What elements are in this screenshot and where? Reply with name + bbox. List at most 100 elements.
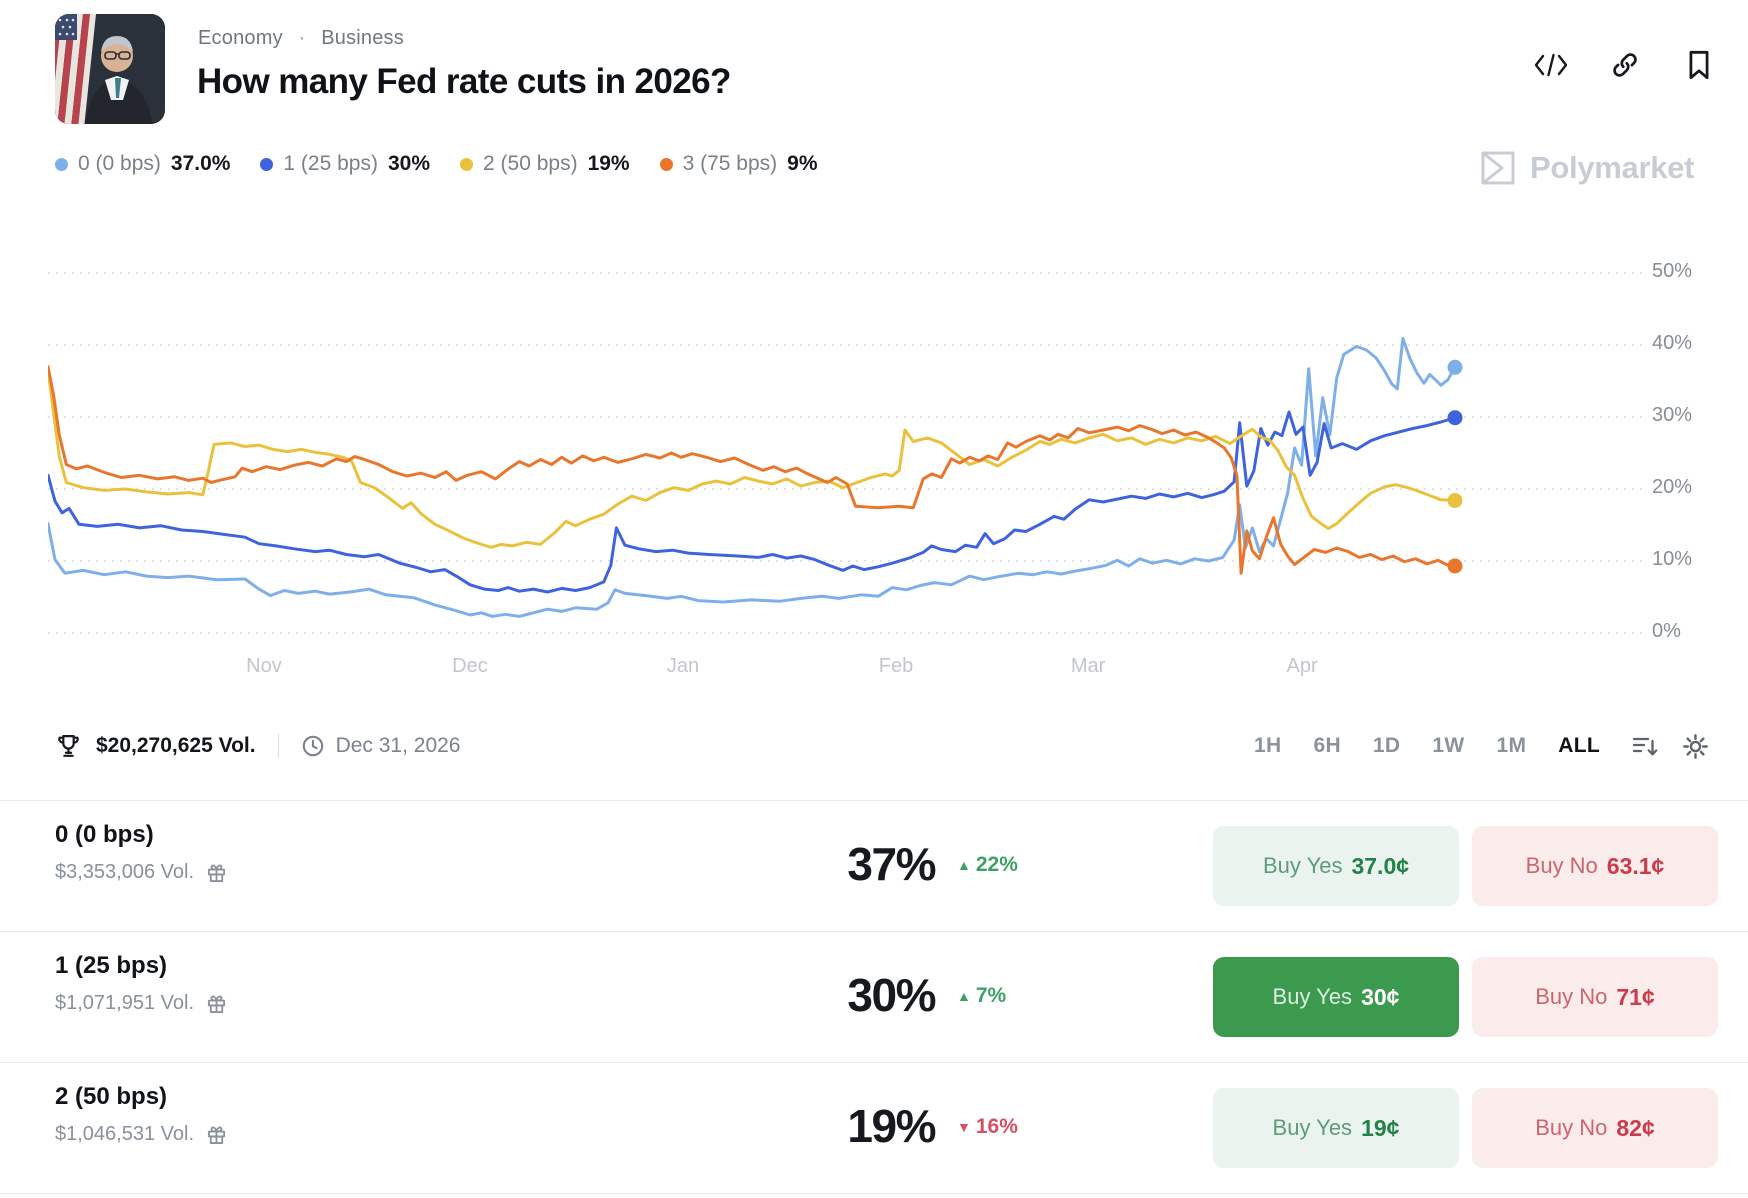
- buy-no-button[interactable]: Buy No 63.1¢: [1472, 826, 1718, 906]
- legend-item-75bps[interactable]: 3 (75 bps) 9%: [659, 152, 818, 176]
- legend-item-0bps[interactable]: 0 (0 bps) 37.0%: [55, 152, 230, 176]
- legend-value: 30%: [387, 152, 431, 175]
- polymarket-watermark: Polymarket: [1478, 148, 1694, 188]
- polymarket-watermark-text: Polymarket: [1530, 150, 1695, 185]
- buy-no-price: 82¢: [1616, 1114, 1655, 1141]
- buy-no-price: 63.1¢: [1606, 852, 1665, 879]
- price-chart[interactable]: [46, 218, 1712, 648]
- outcome-chance: 19%: [847, 1100, 936, 1152]
- page-title: How many Fed rate cuts in 2026?: [197, 62, 731, 101]
- legend-label: 3 (75 bps): [682, 152, 778, 175]
- embed-code-icon[interactable]: [1534, 48, 1568, 82]
- legend-label: 2 (50 bps): [483, 152, 578, 175]
- bookmark-icon[interactable]: [1682, 48, 1716, 82]
- buy-yes-label: Buy Yes: [1262, 853, 1343, 878]
- market-avatar: [55, 14, 165, 124]
- x-axis-label: Jan: [666, 655, 700, 677]
- outcome-chance: 30%: [847, 969, 936, 1021]
- outcome-row-50bps: 2 (50 bps) $1,046,531 Vol. 19% ▼ 16% Buy…: [0, 1062, 1748, 1194]
- outcome-chance: 37%: [847, 838, 936, 890]
- buy-yes-label: Buy Yes: [1272, 984, 1353, 1009]
- outcome-volume: $3,353,006 Vol.: [55, 861, 227, 884]
- range-button-all[interactable]: ALL: [1558, 734, 1600, 757]
- legend-value: 9%: [787, 152, 818, 175]
- legend-dot-50bps-icon: [460, 157, 474, 171]
- legend-label: 1 (25 bps): [283, 152, 378, 175]
- buy-no-label: Buy No: [1535, 1115, 1608, 1140]
- chart-toolbar: 1H 6H 1D 1W 1M ALL: [1242, 722, 1712, 770]
- outcomes-table: 0 (0 bps) $3,353,006 Vol. 37% ▲ 22% Buy …: [0, 800, 1748, 1194]
- buy-yes-button[interactable]: Buy Yes 19¢: [1213, 1088, 1459, 1168]
- range-button-6h[interactable]: 6H: [1313, 734, 1341, 757]
- legend-item-50bps[interactable]: 2 (50 bps) 19%: [460, 152, 630, 176]
- gift-rewards-icon[interactable]: [206, 1124, 227, 1145]
- delta-arrow-icon: ▲: [957, 857, 971, 873]
- legend-value: 37.0%: [170, 152, 231, 175]
- market-stats: $20,270,625 Vol. Dec 31, 2026: [55, 722, 461, 770]
- buy-yes-button[interactable]: Buy Yes 30¢: [1213, 957, 1459, 1037]
- buy-yes-price: 37.0¢: [1351, 852, 1410, 879]
- polymarket-logo-icon: [1481, 151, 1515, 185]
- x-axis-label: Feb: [878, 655, 914, 677]
- chance-delta: ▲ 7%: [957, 984, 1006, 1008]
- buy-no-label: Buy No: [1535, 984, 1608, 1009]
- legend-dot-0bps-icon: [55, 157, 68, 171]
- chance-delta: ▼ 16%: [957, 1115, 1018, 1139]
- y-axis-label: 50%: [1652, 260, 1693, 282]
- powell-photo-illustration: [55, 14, 165, 124]
- y-axis-label: 30%: [1652, 404, 1693, 426]
- y-axis-label: 20%: [1652, 476, 1693, 498]
- outcome-volume-text: $1,071,951 Vol.: [55, 992, 195, 1014]
- buy-no-label: Buy No: [1525, 853, 1598, 878]
- trophy-icon: [58, 734, 79, 757]
- legend-value: 19%: [587, 152, 630, 175]
- outcome-volume: $1,071,951 Vol.: [55, 992, 227, 1015]
- y-axis-label: 40%: [1652, 332, 1693, 354]
- outcome-name: 1 (25 bps): [55, 952, 168, 979]
- sort-icon[interactable]: [1628, 729, 1662, 763]
- buy-yes-price: 19¢: [1361, 1114, 1400, 1141]
- outcome-row-0bps: 0 (0 bps) $3,353,006 Vol. 37% ▲ 22% Buy …: [0, 800, 1748, 931]
- toolbar-divider: [277, 734, 279, 758]
- chart-canvas[interactable]: [46, 218, 1712, 648]
- buy-no-price: 71¢: [1616, 983, 1655, 1010]
- outcome-volume-text: $3,353,006 Vol.: [55, 861, 195, 883]
- x-axis-label: Dec: [452, 655, 488, 677]
- header-actions: [1534, 48, 1716, 82]
- chart-legend: 0 (0 bps) 37.0% 1 (25 bps) 30% 2 (50 bps…: [55, 152, 818, 176]
- buy-yes-button[interactable]: Buy Yes 37.0¢: [1213, 826, 1459, 906]
- legend-item-25bps[interactable]: 1 (25 bps) 30%: [260, 152, 430, 176]
- breadcrumb-economy[interactable]: Economy: [198, 27, 283, 49]
- settings-gear-icon[interactable]: [1678, 729, 1712, 763]
- end-date: Dec 31, 2026: [335, 734, 461, 757]
- breadcrumb-business[interactable]: Business: [321, 27, 404, 49]
- outcome-volume: $1,046,531 Vol.: [55, 1123, 227, 1146]
- total-volume: $20,270,625 Vol.: [96, 734, 256, 757]
- delta-value: 16%: [975, 1115, 1018, 1138]
- gift-rewards-icon[interactable]: [206, 993, 227, 1014]
- range-button-1m[interactable]: 1M: [1496, 734, 1527, 757]
- legend-dot-25bps-icon: [260, 157, 274, 171]
- outcome-volume-text: $1,046,531 Vol.: [55, 1123, 195, 1145]
- x-axis-label: Nov: [246, 655, 282, 677]
- delta-arrow-icon: ▼: [957, 1119, 971, 1135]
- gift-rewards-icon[interactable]: [206, 862, 227, 883]
- delta-value: 22%: [975, 853, 1018, 876]
- buy-no-button[interactable]: Buy No 82¢: [1472, 1088, 1718, 1168]
- breadcrumb: Economy · Business: [198, 27, 404, 50]
- buy-yes-price: 30¢: [1361, 983, 1400, 1010]
- chance-delta: ▲ 22%: [957, 853, 1018, 877]
- range-button-1w[interactable]: 1W: [1432, 734, 1465, 757]
- x-axis-label: Apr: [1286, 655, 1318, 677]
- buy-no-button[interactable]: Buy No 71¢: [1472, 957, 1718, 1037]
- x-axis-label: Mar: [1070, 655, 1106, 677]
- breadcrumb-separator: ·: [298, 27, 306, 49]
- range-button-1d[interactable]: 1D: [1372, 734, 1401, 757]
- clock-icon: [302, 735, 323, 757]
- y-axis-label: 0%: [1652, 620, 1681, 642]
- buy-yes-label: Buy Yes: [1272, 1115, 1353, 1140]
- range-button-1h[interactable]: 1H: [1254, 734, 1282, 757]
- delta-arrow-icon: ▲: [957, 988, 971, 1004]
- copy-link-icon[interactable]: [1608, 48, 1642, 82]
